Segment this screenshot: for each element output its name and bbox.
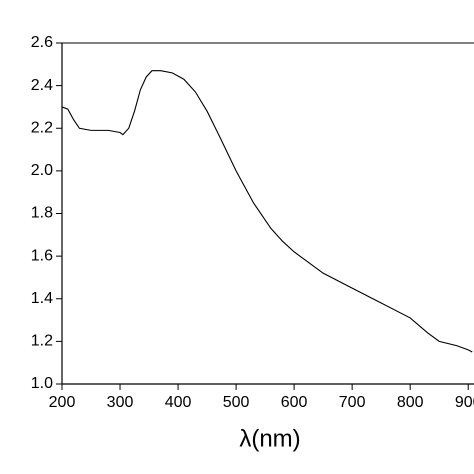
x-tick-label: 300: [107, 394, 134, 411]
y-tick-label: 1.2: [31, 333, 53, 350]
y-tick-label: 1.8: [31, 205, 53, 222]
x-axis-label: λ(nm): [239, 425, 300, 452]
x-tick-label: 800: [397, 394, 424, 411]
y-tick-label: 1.4: [31, 290, 53, 307]
y-tick-label: 2.0: [31, 162, 53, 179]
y-tick-label: 1.0: [31, 375, 53, 392]
y-tick-label: 2.6: [31, 34, 53, 51]
x-tick-label: 400: [165, 394, 192, 411]
x-tick-label: 500: [223, 394, 250, 411]
y-tick-label: 2.2: [31, 119, 53, 136]
x-tick-label: 700: [339, 394, 366, 411]
x-tick-label: 600: [281, 394, 308, 411]
y-tick-label: 1.6: [31, 247, 53, 264]
x-tick-label: 900: [455, 394, 474, 411]
y-tick-label: 2.4: [31, 77, 53, 94]
x-tick-label: 200: [49, 394, 76, 411]
data-line: [61, 70, 473, 353]
